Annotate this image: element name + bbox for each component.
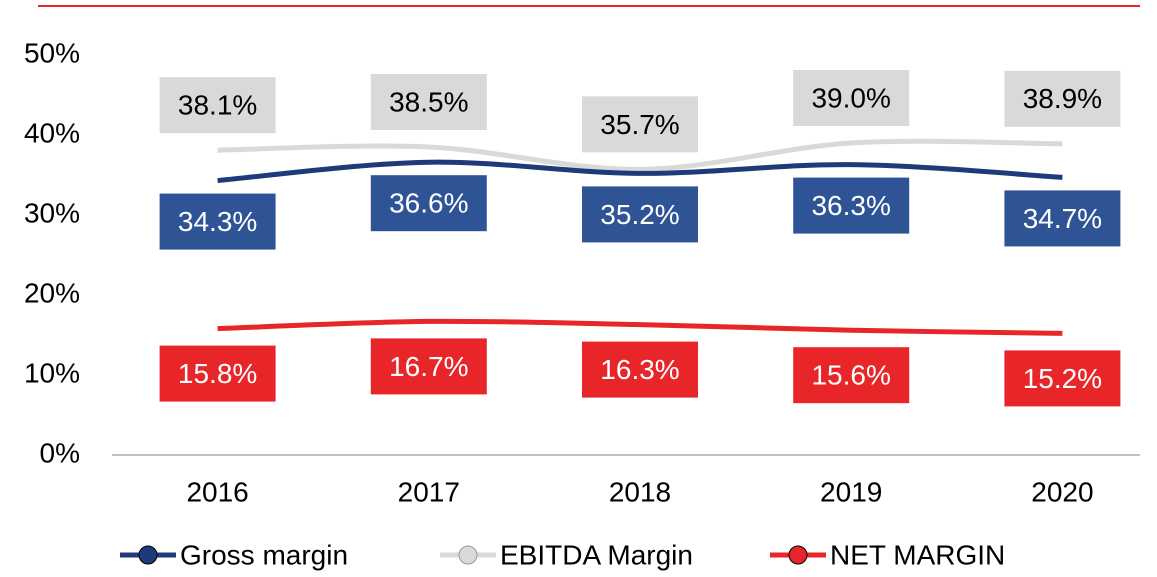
y-tick-label: 10% <box>24 357 80 388</box>
x-tick-label: 2018 <box>609 476 671 507</box>
data-label: 38.9% <box>1023 83 1102 114</box>
data-label-bg <box>582 96 698 153</box>
data-label: 16.3% <box>600 354 679 385</box>
x-tick-label: 2017 <box>398 476 460 507</box>
legend-label: NET MARGIN <box>830 539 1005 570</box>
data-label-bg <box>1004 190 1121 247</box>
data-label: 36.3% <box>811 190 890 221</box>
data-label-bg <box>159 193 276 250</box>
legend-marker <box>788 545 808 565</box>
data-label-bg <box>793 347 910 404</box>
data-label-bg <box>159 345 276 402</box>
x-tick-label: 2016 <box>186 476 248 507</box>
line <box>217 138 1063 172</box>
legend-label: EBITDA Margin <box>500 539 693 570</box>
x-tick-label: 2020 <box>1031 476 1093 507</box>
data-label-bg <box>370 338 487 395</box>
y-tick-label: 20% <box>24 277 80 308</box>
x-tick-label: 2019 <box>820 476 882 507</box>
data-label: 15.6% <box>811 360 890 391</box>
line <box>217 318 1063 336</box>
data-label: 35.2% <box>600 199 679 230</box>
data-label-bg <box>159 77 276 134</box>
legend-marker <box>138 545 158 565</box>
line <box>217 159 1063 184</box>
legend-marker <box>458 545 478 565</box>
data-label: 35.7% <box>600 109 679 140</box>
y-tick-label: 0% <box>40 437 80 468</box>
data-label-bg <box>793 70 910 126</box>
legend-label: Gross margin <box>180 539 348 570</box>
data-label: 15.8% <box>178 358 257 389</box>
data-label-bg <box>1004 350 1121 407</box>
data-label-bg <box>582 341 698 398</box>
data-label: 34.3% <box>178 206 257 237</box>
data-label: 36.6% <box>389 188 468 219</box>
data-label: 39.0% <box>811 82 890 113</box>
data-label-bg <box>793 177 910 234</box>
y-tick-label: 50% <box>24 37 80 68</box>
data-label: 38.5% <box>389 86 468 117</box>
data-label: 34.7% <box>1023 203 1102 234</box>
y-tick-label: 30% <box>24 197 80 228</box>
data-label-bg <box>370 175 487 232</box>
data-label-bg <box>582 186 698 243</box>
data-label: 38.1% <box>178 90 257 121</box>
data-label: 15.2% <box>1023 363 1102 394</box>
data-label-bg <box>1004 70 1121 127</box>
data-label: 16.7% <box>389 351 468 382</box>
data-label-bg <box>370 74 487 130</box>
y-tick-label: 40% <box>24 117 80 148</box>
